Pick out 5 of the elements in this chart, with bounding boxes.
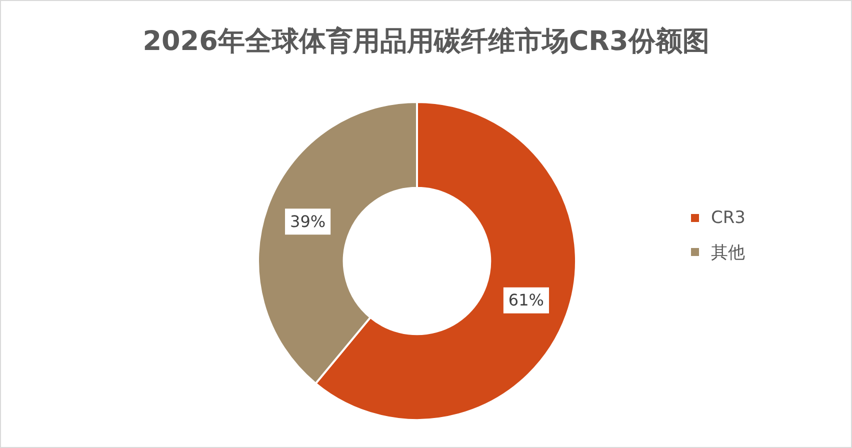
chart-title: 2026年全球体育用品用碳纤维市场CR3份额图 bbox=[142, 25, 710, 59]
legend-label: CR3 bbox=[711, 208, 746, 228]
data-label: 61% bbox=[508, 290, 544, 310]
legend-label: 其他 bbox=[711, 242, 745, 264]
data-label: 39% bbox=[290, 212, 326, 231]
